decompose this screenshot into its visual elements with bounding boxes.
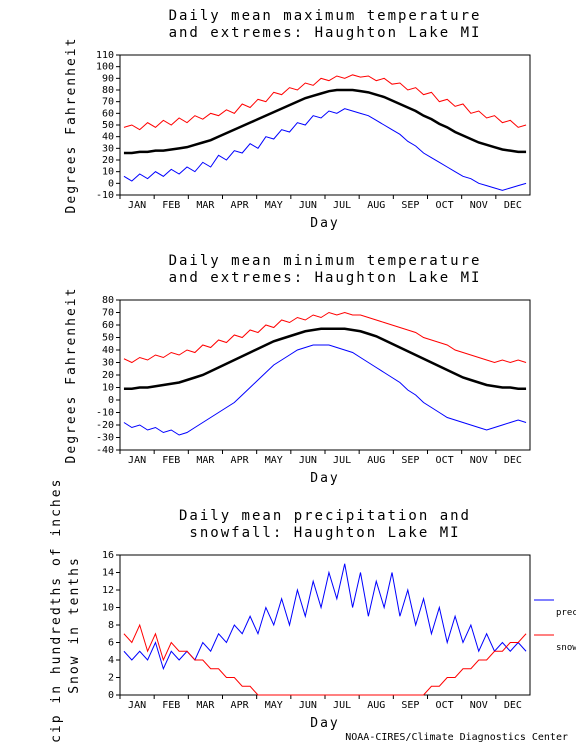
month-label: MAR (196, 455, 215, 466)
y-tick-label: 0 (108, 178, 114, 189)
month-label: MAY (265, 200, 283, 211)
y-tick-label: 90 (102, 73, 114, 84)
x-axis-label: Day (310, 216, 339, 231)
max-temp-line (124, 75, 526, 130)
chart-title-line1: Daily mean minimum temperature (169, 253, 482, 269)
x-axis-label: Day (310, 716, 339, 731)
y-tick-label: 4 (108, 655, 114, 666)
month-label: NOV (470, 455, 488, 466)
month-label: MAR (196, 200, 215, 211)
month-label: JAN (128, 700, 146, 711)
month-label: JUL (333, 200, 351, 211)
y-axis-label-line1: Precip in hundredths of inches (49, 478, 64, 745)
y-tick-label: 80 (102, 85, 114, 96)
month-label: MAY (265, 700, 283, 711)
footer-attribution: NOAA-CIRES/Climate Diagnostics Center (345, 732, 568, 743)
month-label: JAN (128, 200, 146, 211)
month-label: AUG (367, 700, 385, 711)
max-temp-line (124, 313, 526, 363)
y-tick-label: 70 (102, 308, 114, 319)
month-label: DEC (504, 455, 522, 466)
mean-temp-line (124, 329, 526, 389)
y-tick-label: 20 (102, 155, 114, 166)
month-label: APR (231, 200, 250, 211)
plot-border (120, 55, 530, 195)
month-label: OCT (436, 200, 454, 211)
y-tick-label: 100 (96, 62, 114, 73)
y-axis-label: Degrees Fahrenheit (64, 287, 79, 464)
y-tick-label: 50 (102, 333, 114, 344)
y-tick-label: 40 (102, 132, 114, 143)
month-label: SEP (401, 700, 419, 711)
month-label: SEP (401, 455, 419, 466)
y-tick-label: -20 (96, 420, 114, 431)
month-label: JUN (299, 455, 317, 466)
y-tick-label: 40 (102, 345, 114, 356)
month-label: FEB (162, 455, 180, 466)
y-tick-label: 80 (102, 295, 114, 306)
month-label: AUG (367, 455, 385, 466)
y-tick-label: -30 (96, 433, 114, 444)
month-label: SEP (401, 200, 419, 211)
climate-charts-panel: Daily mean maximum temperatureand extrem… (0, 0, 576, 745)
y-tick-label: 60 (102, 108, 114, 119)
chart-title-line2: and extremes: Haughton Lake MI (169, 25, 482, 41)
month-label: DEC (504, 700, 522, 711)
chart-title-line2: and extremes: Haughton Lake MI (169, 270, 482, 286)
y-tick-label: 110 (96, 50, 114, 61)
x-axis-label: Day (310, 471, 339, 486)
y-tick-label: 30 (102, 358, 114, 369)
y-tick-label: -10 (96, 408, 114, 419)
y-tick-label: 6 (108, 638, 114, 649)
y-tick-label: 70 (102, 97, 114, 108)
chart-title-line1: Daily mean maximum temperature (169, 8, 482, 24)
legend-precip-label: precip (556, 608, 576, 618)
month-label: OCT (436, 700, 454, 711)
month-label: OCT (436, 455, 454, 466)
y-tick-label: 8 (108, 620, 114, 631)
month-label: JUN (299, 200, 317, 211)
y-axis-label-line2: Snow in tenths (67, 556, 82, 694)
y-axis-label: Degrees Fahrenheit (64, 37, 79, 214)
y-tick-label: -10 (96, 190, 114, 201)
month-label: AUG (367, 200, 385, 211)
chart-title-line2: snowfall: Haughton Lake MI (189, 525, 460, 541)
month-label: FEB (162, 700, 180, 711)
y-tick-label: -40 (96, 445, 114, 456)
month-label: MAR (196, 700, 215, 711)
y-tick-label: 14 (102, 568, 114, 579)
y-tick-label: 0 (108, 395, 114, 406)
y-tick-label: 20 (102, 370, 114, 381)
month-label: NOV (470, 200, 488, 211)
y-tick-label: 0 (108, 690, 114, 701)
month-label: JUN (299, 700, 317, 711)
month-label: FEB (162, 200, 180, 211)
month-label: MAY (265, 455, 283, 466)
y-tick-label: 50 (102, 120, 114, 131)
month-label: JAN (128, 455, 146, 466)
y-tick-label: 10 (102, 383, 114, 394)
y-tick-label: 10 (102, 167, 114, 178)
min-temp-line (124, 345, 526, 435)
y-tick-label: 16 (102, 550, 114, 561)
y-tick-label: 60 (102, 320, 114, 331)
legend-snow-label: snow (556, 643, 576, 653)
plot-border (120, 300, 530, 450)
y-tick-label: 30 (102, 143, 114, 154)
month-label: JUL (333, 455, 351, 466)
month-label: APR (231, 700, 250, 711)
y-tick-label: 10 (102, 603, 114, 614)
y-tick-label: 2 (108, 673, 114, 684)
month-label: APR (231, 455, 250, 466)
month-label: NOV (470, 700, 488, 711)
plot-border (120, 555, 530, 695)
chart-title-line1: Daily mean precipitation and (179, 508, 471, 524)
precip-line (124, 564, 526, 669)
month-label: JUL (333, 700, 351, 711)
month-label: DEC (504, 200, 522, 211)
y-tick-label: 12 (102, 585, 114, 596)
